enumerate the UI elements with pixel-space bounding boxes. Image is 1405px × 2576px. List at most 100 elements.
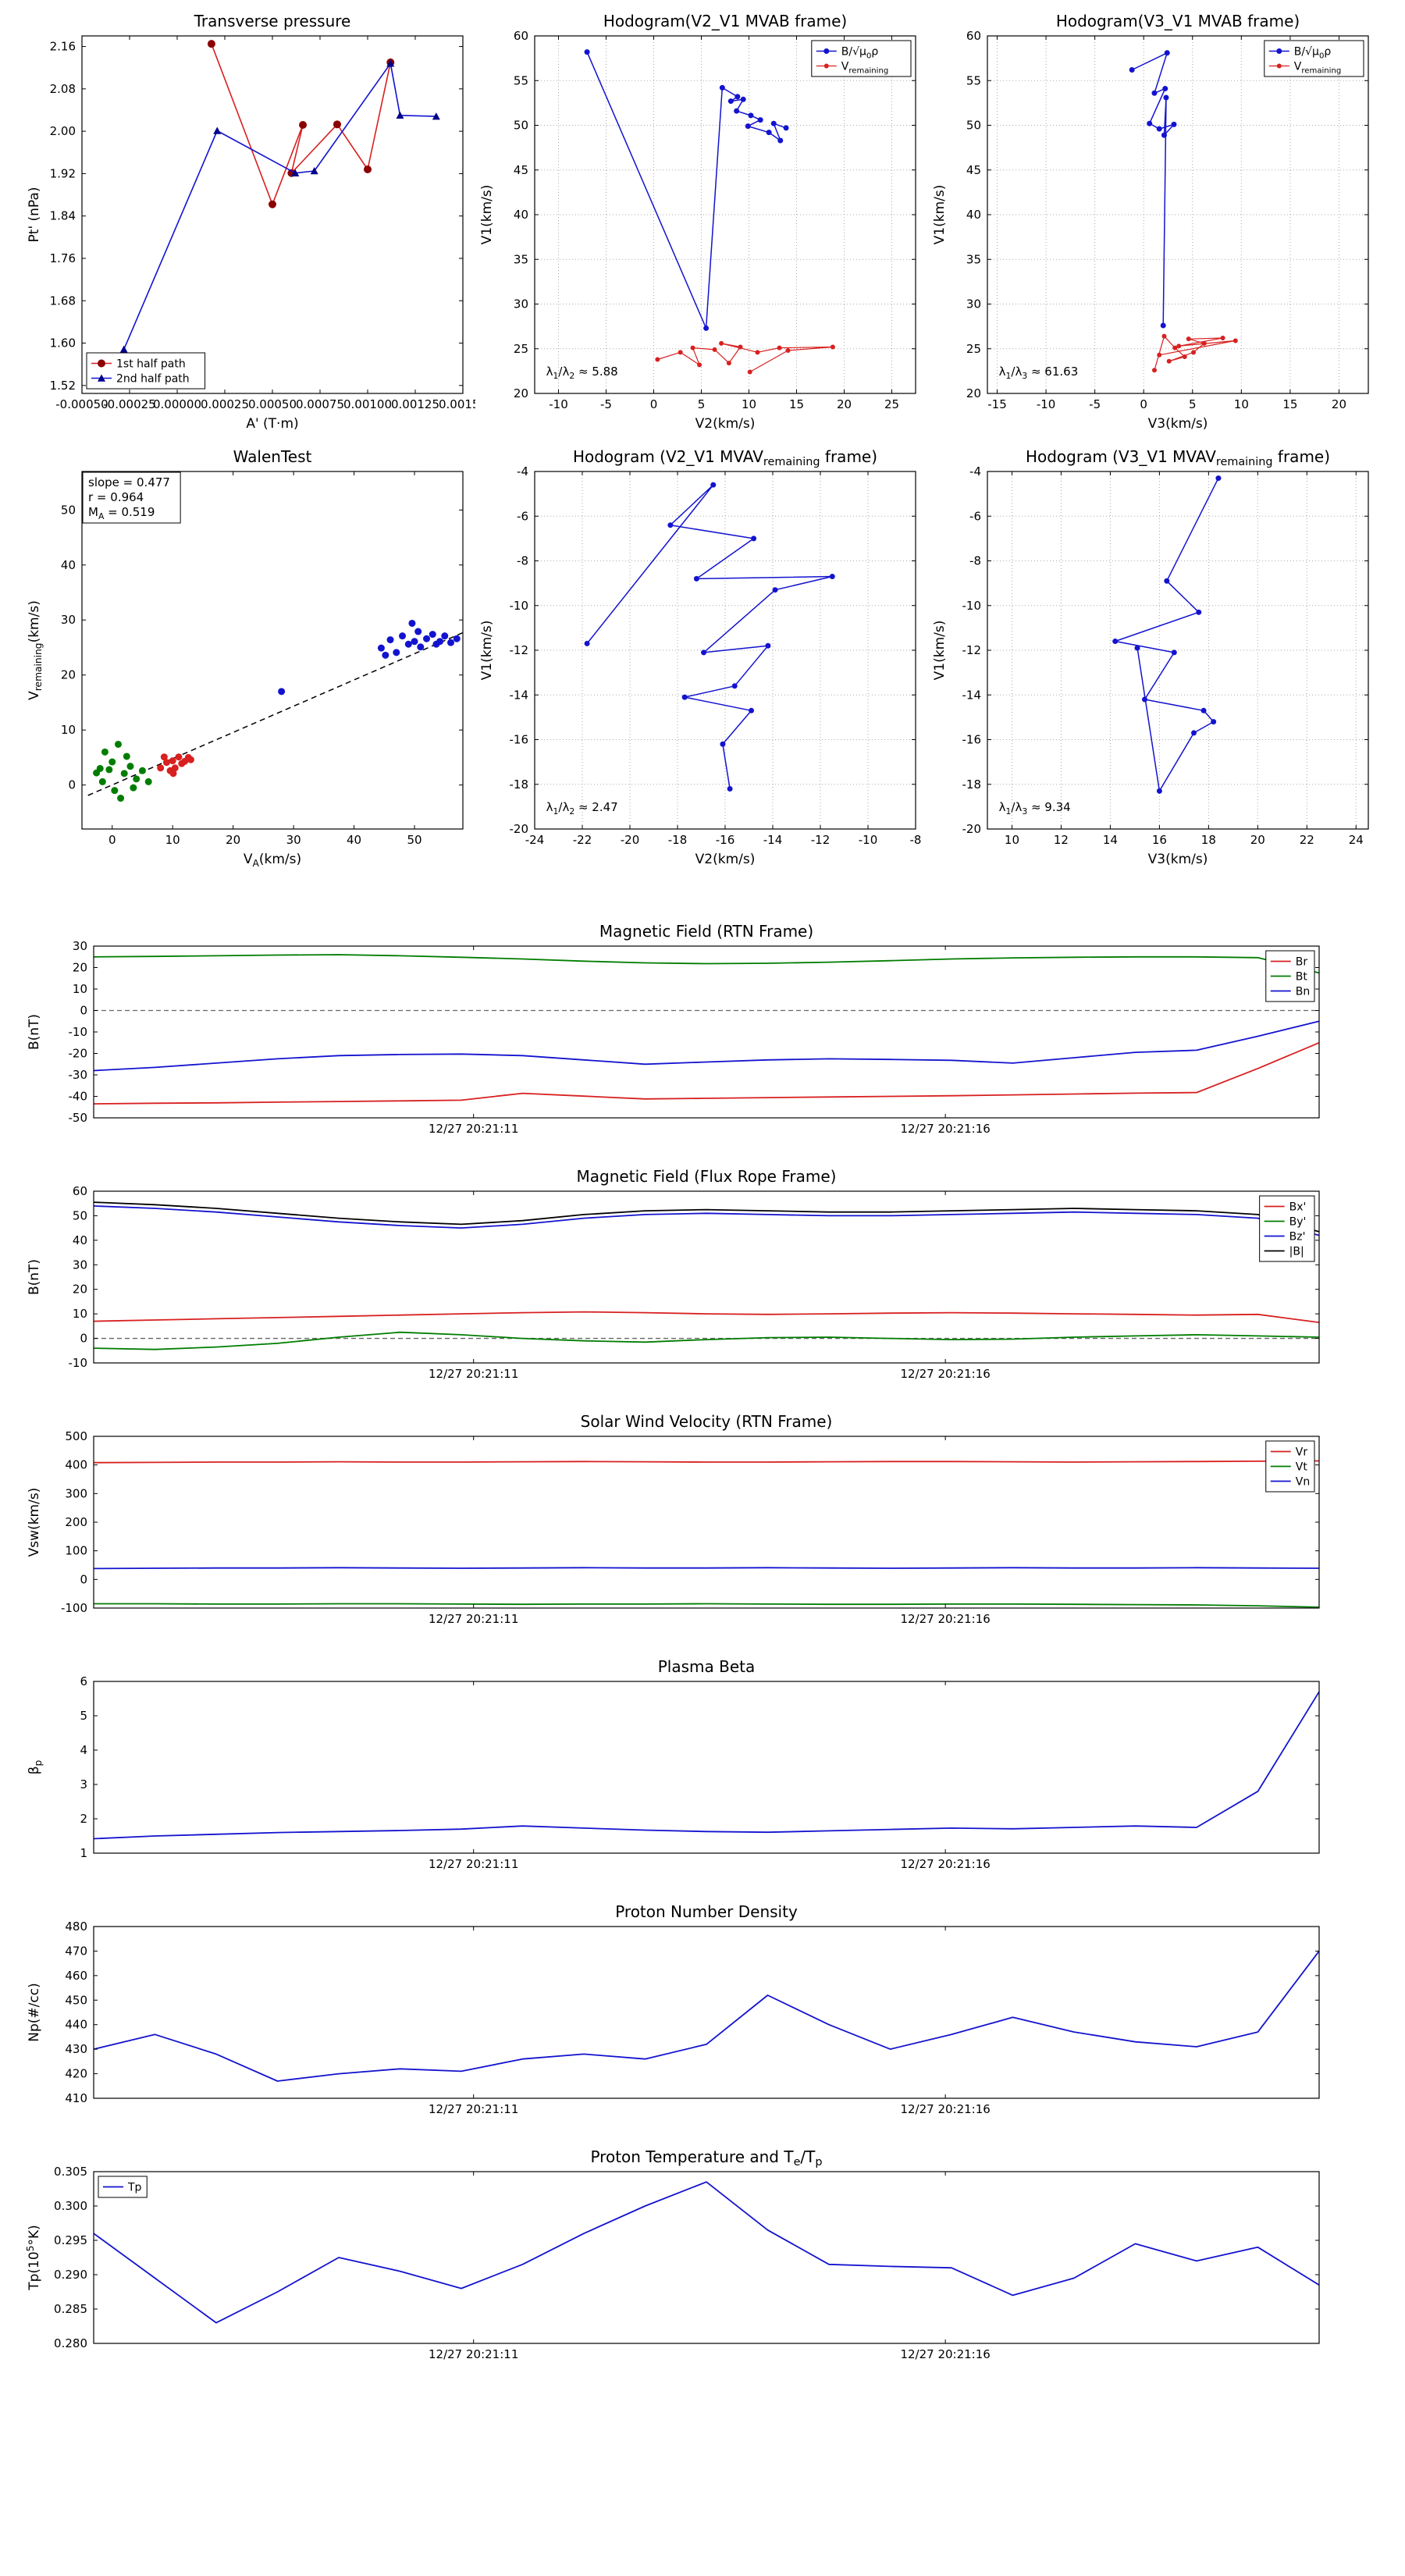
svg-text:Vremaining(km/s): Vremaining(km/s) — [27, 600, 44, 700]
svg-text:20: 20 — [73, 1283, 87, 1297]
hodogram-v2v1-mvav-svg: -24 -22 -20 -18 -16 -14 -12 -10 -8 -20 -18 -16 -14 -1… — [479, 447, 921, 867]
svg-text:Vr: Vr — [1296, 1446, 1308, 1459]
svg-text:3: 3 — [80, 1777, 87, 1791]
svg-text:-20: -20 — [510, 822, 529, 836]
svg-text:Vn: Vn — [1296, 1476, 1310, 1489]
svg-text:16: 16 — [1152, 833, 1167, 847]
svg-text:10: 10 — [1234, 397, 1249, 411]
svg-text:25: 25 — [966, 342, 981, 356]
svg-text:460: 460 — [65, 1969, 87, 1983]
svg-text:λ1/λ2 ≈ 2.47: λ1/λ2 ≈ 2.47 — [546, 800, 618, 817]
svg-text:30: 30 — [73, 1258, 87, 1272]
svg-text:Proton Number Density: Proton Number Density — [615, 1902, 798, 1921]
svg-text:V2(km/s): V2(km/s) — [695, 852, 756, 867]
svg-text:0: 0 — [68, 778, 76, 792]
svg-text:-0.00050: -0.00050 — [55, 397, 108, 411]
svg-text:500: 500 — [65, 1429, 87, 1443]
svg-text:0.305: 0.305 — [54, 2165, 87, 2179]
svg-text:λ1/λ2 ≈ 5.88: λ1/λ2 ≈ 5.88 — [546, 365, 618, 381]
svg-text:410: 410 — [65, 2091, 87, 2105]
magnetic-field-rtn-svg: 12/27 20:21:11 12/27 20:21:16 -50 -40 -30 -20… — [27, 922, 1320, 1136]
svg-text:12/27 20:21:16: 12/27 20:21:16 — [900, 1122, 990, 1136]
svg-text:200: 200 — [65, 1515, 87, 1529]
svg-text:2.08: 2.08 — [50, 82, 76, 96]
svg-text:40: 40 — [73, 1233, 87, 1247]
svg-text:1: 1 — [80, 1846, 87, 1860]
svg-text:45: 45 — [966, 163, 981, 177]
svg-text:-0.00025: -0.00025 — [103, 397, 155, 411]
chart-hodogram-v3v1-mvab: -15 -10 -5 0 5 10 15 20 20 25 30 35 40 45 50 55 60 Hodogr… — [930, 8, 1381, 436]
timeseries-column: 12/27 20:21:11 12/27 20:21:16 -50 -40 -30 -20… — [0, 916, 1405, 2375]
svg-text:0.00075: 0.00075 — [296, 397, 344, 411]
svg-text:-14: -14 — [763, 833, 783, 847]
svg-text:45: 45 — [514, 163, 528, 177]
plasma-beta-svg: 12/27 20:21:11 12/27 20:21:16 1 2 3 4 5 6 Plasma… — [27, 1657, 1320, 1871]
svg-text:0.00100: 0.00100 — [343, 397, 392, 411]
svg-text:-14: -14 — [962, 688, 982, 702]
svg-text:WalenTest: WalenTest — [233, 447, 312, 466]
subplot-row-2: 0 10 20 30 40 50 0 10 20 30 40 50 WalenTest VA(km/s) V… — [0, 443, 1405, 871]
svg-text:-50: -50 — [69, 1111, 88, 1125]
svg-text:0: 0 — [650, 397, 658, 411]
svg-text:12/27 20:21:11: 12/27 20:21:11 — [429, 2347, 518, 2361]
svg-text:25: 25 — [884, 397, 899, 411]
svg-text:Np(#/cc): Np(#/cc) — [27, 1983, 42, 2041]
svg-text:λ1/λ3 ≈ 61.63: λ1/λ3 ≈ 61.63 — [999, 365, 1079, 381]
svg-text:Hodogram(V2_V1 MVAB frame): Hodogram(V2_V1 MVAB frame) — [603, 12, 847, 30]
svg-text:30: 30 — [286, 833, 301, 847]
svg-text:-22: -22 — [573, 833, 592, 847]
svg-text:40: 40 — [347, 833, 361, 847]
svg-text:50: 50 — [966, 119, 981, 133]
svg-text:-12: -12 — [811, 833, 831, 847]
svg-text:100: 100 — [65, 1544, 87, 1558]
svg-text:V3(km/s): V3(km/s) — [1148, 416, 1208, 432]
svg-text:-6: -6 — [517, 509, 528, 523]
svg-text:Bz': Bz' — [1289, 1231, 1306, 1244]
hodogram-v3v1-mvab-svg: -15 -10 -5 0 5 10 15 20 20 25 30 35 40 45 50 55 60 Hodogr… — [932, 12, 1369, 432]
svg-text:Transverse pressure: Transverse pressure — [194, 12, 351, 30]
svg-text:12/27 20:21:16: 12/27 20:21:16 — [900, 2347, 990, 2361]
svg-text:Br: Br — [1296, 956, 1308, 969]
svg-text:-16: -16 — [716, 833, 735, 847]
svg-text:10: 10 — [1005, 833, 1019, 847]
svg-text:55: 55 — [514, 73, 528, 87]
svg-text:-10: -10 — [549, 397, 568, 411]
svg-text:0.00125: 0.00125 — [391, 397, 439, 411]
svg-text:2: 2 — [80, 1812, 87, 1826]
svg-text:50: 50 — [407, 833, 422, 847]
svg-text:30: 30 — [514, 297, 528, 311]
svg-text:-20: -20 — [621, 833, 640, 847]
svg-text:12/27 20:21:16: 12/27 20:21:16 — [900, 1367, 990, 1381]
svg-text:300: 300 — [65, 1486, 87, 1500]
svg-text:0.290: 0.290 — [54, 2268, 87, 2282]
svg-text:By': By' — [1289, 1216, 1307, 1229]
svg-text:30: 30 — [966, 297, 981, 311]
svg-text:A' (T·m): A' (T·m) — [246, 416, 298, 432]
chart-hodogram-v3v1-mvav: 10 12 14 16 18 20 22 24 -20 -18 -16 -14 -12 -10 -8 -6 -4… — [930, 443, 1381, 871]
svg-text:10: 10 — [73, 1307, 87, 1321]
walen-test-svg: 0 10 20 30 40 50 0 10 20 30 40 50 WalenTest VA(km/s) V… — [27, 447, 464, 869]
svg-text:20: 20 — [1250, 833, 1265, 847]
svg-text:0.00050: 0.00050 — [248, 397, 297, 411]
chart-transverse-pressure: -0.00050 -0.00025 0.00000 0.00025 0.00050 0.0… — [24, 8, 487, 436]
svg-text:V2(km/s): V2(km/s) — [695, 416, 756, 432]
subplot-row-1: -0.00050 -0.00025 0.00000 0.00025 0.00050 0.0… — [0, 8, 1405, 436]
svg-text:-14: -14 — [510, 688, 529, 702]
svg-text:-10: -10 — [69, 1025, 88, 1039]
svg-text:V3(km/s): V3(km/s) — [1148, 852, 1208, 867]
svg-text:-100: -100 — [61, 1601, 87, 1615]
svg-text:12/27 20:21:11: 12/27 20:21:11 — [429, 1857, 518, 1871]
svg-text:12/27 20:21:16: 12/27 20:21:16 — [900, 2102, 990, 2116]
svg-text:-10: -10 — [962, 599, 982, 613]
svg-text:20: 20 — [1332, 397, 1346, 411]
svg-text:r = 0.964: r = 0.964 — [88, 490, 144, 504]
svg-text:60: 60 — [514, 29, 528, 43]
chart-magnetic-field-flux-rope: 12/27 20:21:11 12/27 20:21:16 -10 0 10 20 30 40… — [20, 1162, 1339, 1394]
svg-text:-16: -16 — [510, 733, 529, 747]
svg-text:60: 60 — [966, 29, 981, 43]
svg-text:0.280: 0.280 — [54, 2336, 87, 2350]
svg-text:Proton Temperature and Te/Tp: Proton Temperature and Te/Tp — [590, 2147, 822, 2169]
svg-text:1st half path: 1st half path — [116, 358, 186, 371]
svg-text:10: 10 — [165, 833, 180, 847]
svg-text:Vremaining: Vremaining — [1294, 61, 1341, 76]
